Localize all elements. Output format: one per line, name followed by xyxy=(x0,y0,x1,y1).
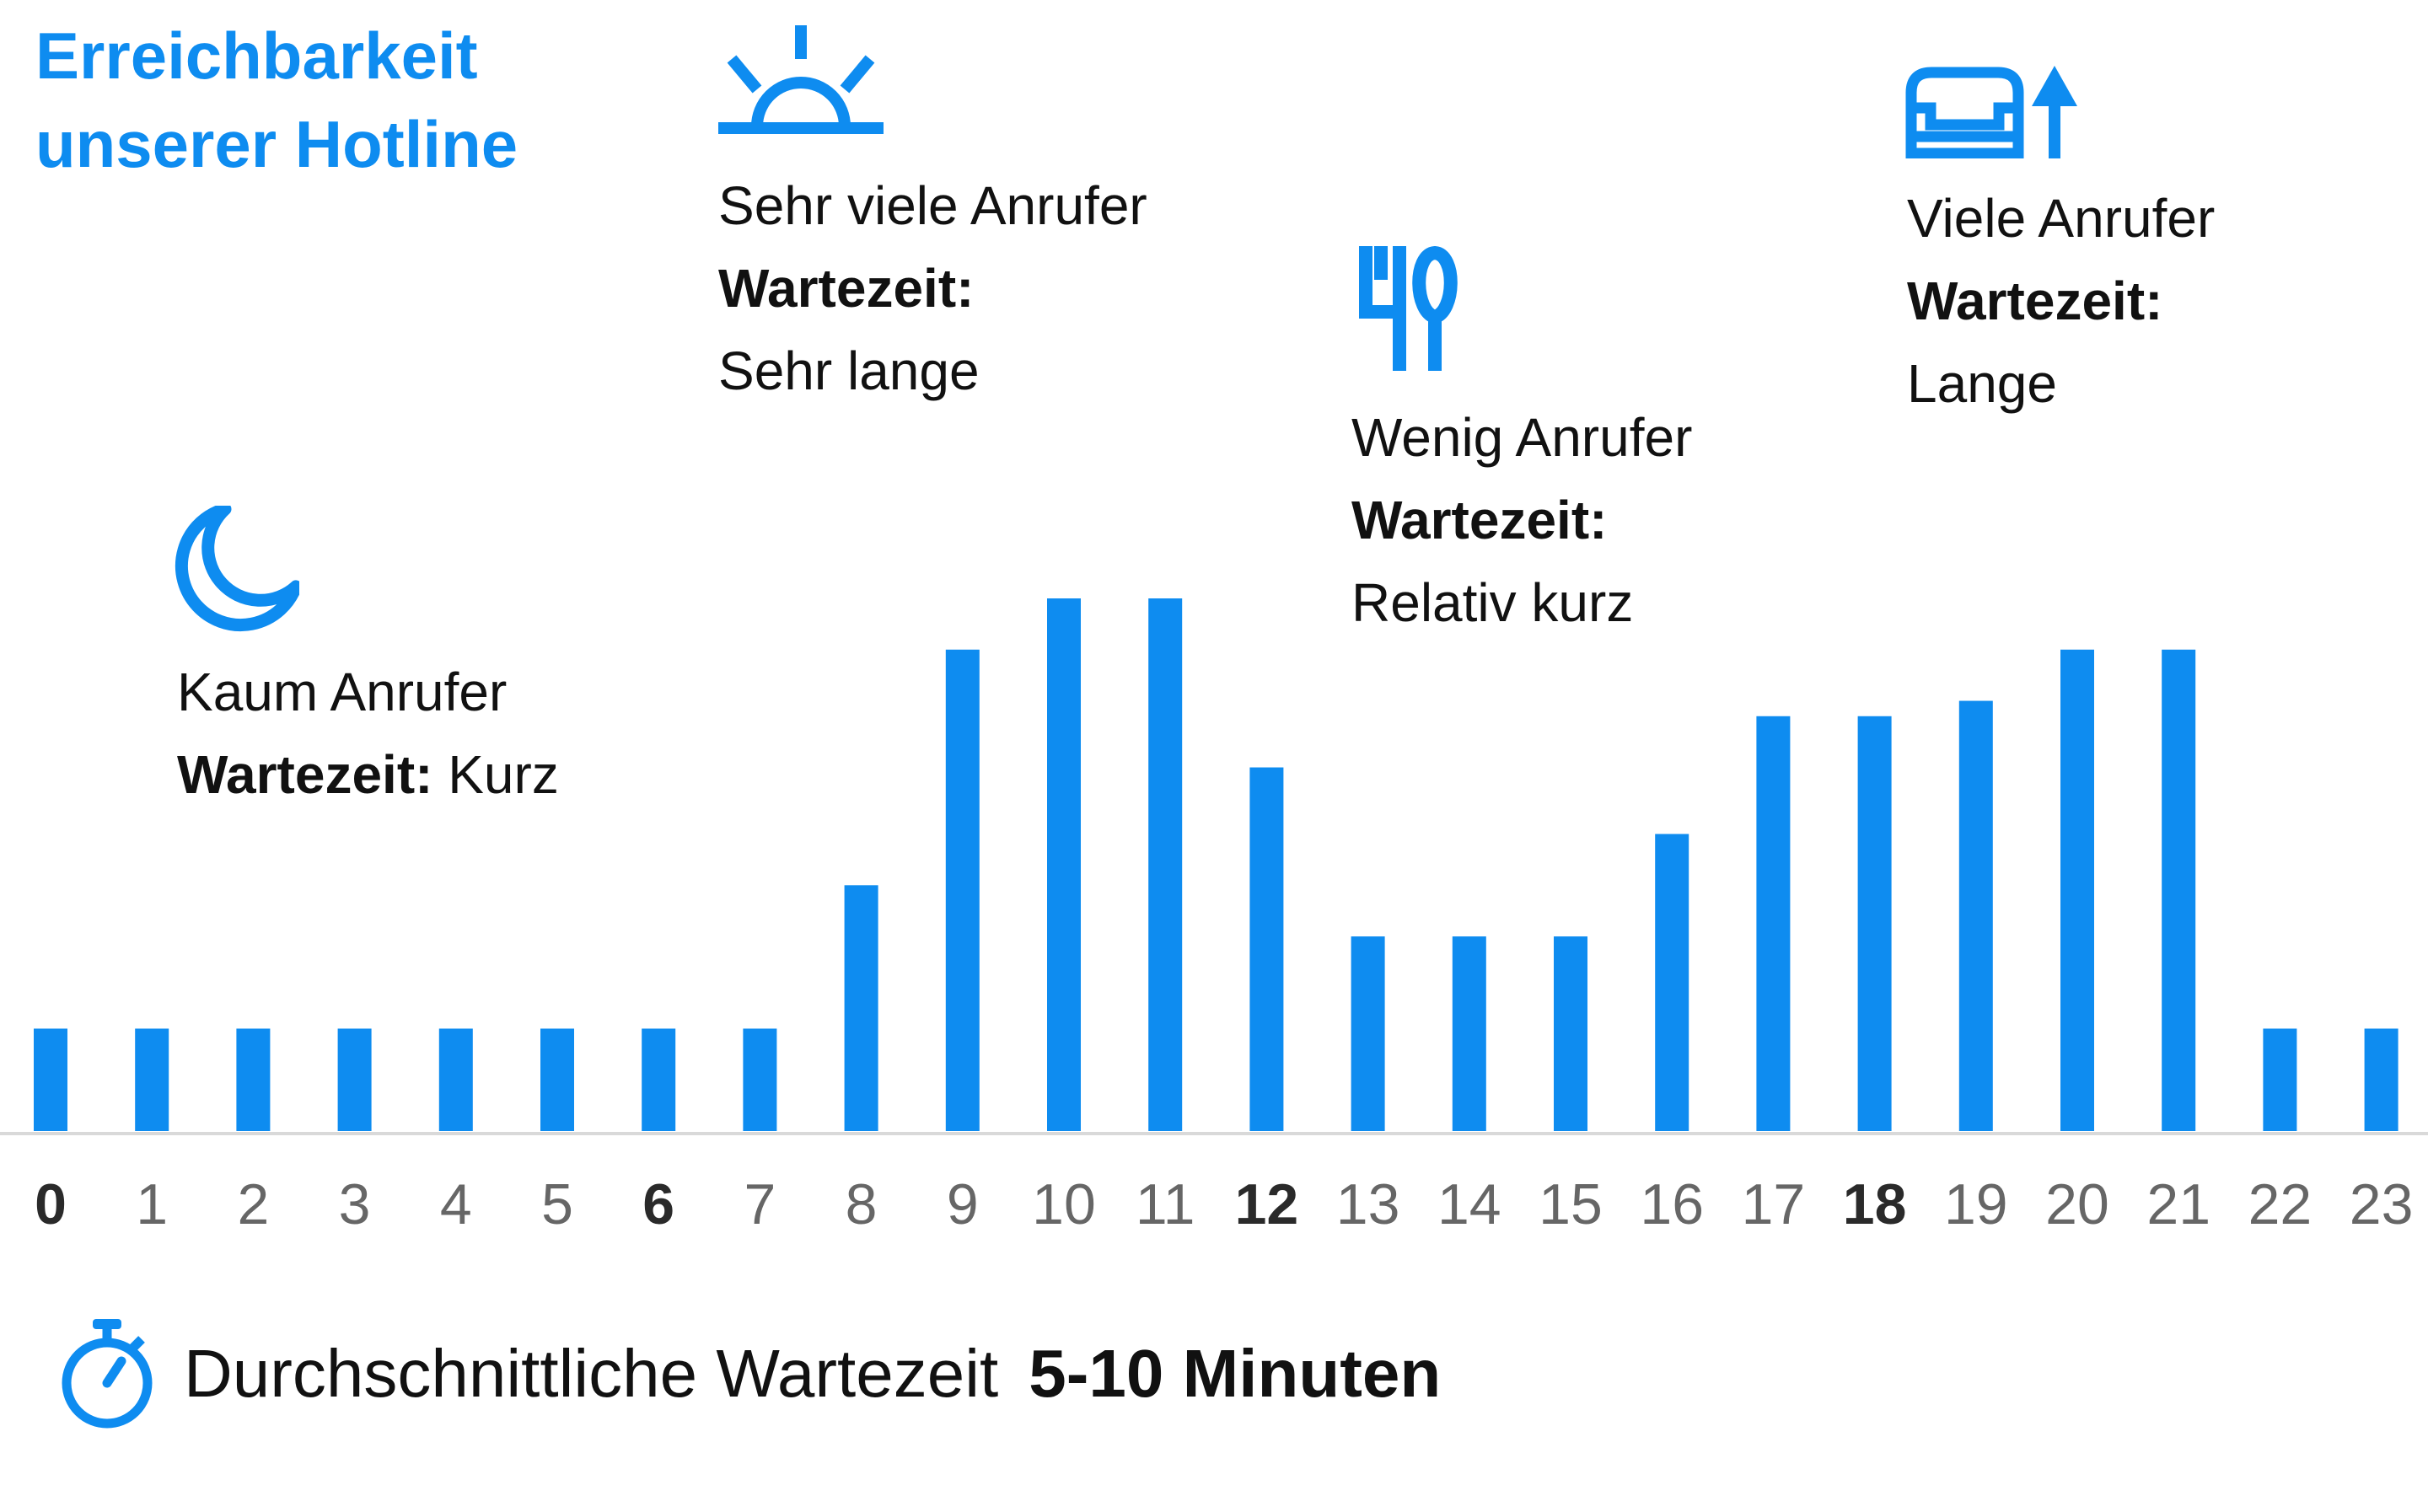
bar-hour-3 xyxy=(337,1028,372,1131)
tick-label-3: 3 xyxy=(339,1172,371,1236)
tick-label-17: 17 xyxy=(1742,1172,1806,1236)
annotation-night-label: Wartezeit: xyxy=(177,744,433,805)
tick-label-1: 1 xyxy=(136,1172,168,1236)
annotation-morning-callers: Sehr viele Anrufer xyxy=(718,175,1147,236)
bar-hour-11 xyxy=(1148,598,1183,1131)
annotation-lunch-callers: Wenig Anrufer xyxy=(1351,407,1693,468)
footer-value: 5-10 Minuten xyxy=(1029,1336,1442,1411)
tick-label-20: 20 xyxy=(2045,1172,2109,1236)
annotation-morning: Sehr viele Anrufer Wartezeit: Sehr lange xyxy=(718,164,1147,412)
tick-label-5: 5 xyxy=(541,1172,573,1236)
annotation-night: Kaum Anrufer Wartezeit: Kurz xyxy=(177,651,559,816)
tick-label-19: 19 xyxy=(1944,1172,2008,1236)
annotation-evening-value: Lange xyxy=(1907,353,2057,414)
tick-label-7: 7 xyxy=(744,1172,776,1236)
bar-hour-1 xyxy=(135,1028,169,1131)
bar-hour-19 xyxy=(1958,700,1993,1131)
tick-label-9: 9 xyxy=(947,1172,979,1236)
chart-title: Erreichbarkeit unserer Hotline xyxy=(35,12,518,189)
tick-label-6: 6 xyxy=(642,1172,674,1236)
bar-hour-10 xyxy=(1047,598,1081,1131)
bar-hour-21 xyxy=(2162,649,2196,1131)
bar-hour-16 xyxy=(1655,834,1689,1131)
bar-hour-4 xyxy=(438,1028,473,1131)
annotation-lunch-value: Relativ kurz xyxy=(1351,572,1634,633)
bar-hour-8 xyxy=(844,885,878,1131)
annotation-evening: Viele Anrufer Wartezeit: Lange xyxy=(1907,177,2215,425)
annotation-morning-value: Sehr lange xyxy=(718,340,980,401)
annotation-evening-label: Wartezeit: xyxy=(1907,271,2163,331)
tick-label-0: 0 xyxy=(35,1172,67,1236)
bar-hour-18 xyxy=(1857,716,1892,1131)
tick-label-10: 10 xyxy=(1032,1172,1096,1236)
stopwatch-icon xyxy=(62,1319,153,1429)
tick-label-23: 23 xyxy=(2350,1172,2414,1236)
tick-label-16: 16 xyxy=(1640,1172,1704,1236)
annotation-night-wait: Wartezeit: Kurz xyxy=(177,733,559,816)
tick-label-2: 2 xyxy=(237,1172,269,1236)
annotation-night-callers: Kaum Anrufer xyxy=(177,662,508,722)
annotation-evening-callers: Viele Anrufer xyxy=(1907,188,2216,249)
moon-icon xyxy=(175,506,299,631)
annotation-lunch-label: Wartezeit: xyxy=(1351,490,1608,550)
bar-hour-15 xyxy=(1554,936,1587,1131)
tick-label-15: 15 xyxy=(1539,1172,1603,1236)
tick-label-21: 21 xyxy=(2146,1172,2210,1236)
bar-hour-6 xyxy=(642,1028,676,1131)
tick-label-13: 13 xyxy=(1336,1172,1400,1236)
sunrise-icon xyxy=(718,25,884,134)
bar-hour-13 xyxy=(1351,936,1385,1131)
bar-hour-20 xyxy=(2060,649,2094,1131)
footer-text: Durchschnittliche Wartezeit xyxy=(184,1336,999,1411)
tick-label-8: 8 xyxy=(846,1172,878,1236)
bar-hour-14 xyxy=(1452,936,1486,1131)
tick-label-4: 4 xyxy=(440,1172,472,1236)
annotation-night-value: Kurz xyxy=(448,744,559,805)
bar-hour-0 xyxy=(34,1028,67,1131)
annotation-morning-label: Wartezeit: xyxy=(718,258,975,319)
bar-hour-12 xyxy=(1249,767,1284,1131)
tick-label-12: 12 xyxy=(1235,1172,1299,1236)
bar-hour-2 xyxy=(236,1028,271,1131)
annotation-lunch: Wenig Anrufer Wartezeit: Relativ kurz xyxy=(1351,396,1692,644)
bar-hour-9 xyxy=(945,649,980,1131)
cutlery-icon xyxy=(1359,246,1458,371)
sofa-lamp-icon xyxy=(1905,66,2077,158)
bar-hour-22 xyxy=(2263,1028,2297,1131)
footer-average-wait: Durchschnittliche Wartezeit 5-10 Minuten xyxy=(61,1315,1441,1433)
bar-hour-17 xyxy=(1756,716,1791,1131)
tick-label-18: 18 xyxy=(1843,1172,1907,1236)
tick-label-22: 22 xyxy=(2248,1172,2313,1236)
tick-label-14: 14 xyxy=(1437,1172,1501,1236)
title-line-2: unserer Hotline xyxy=(35,107,518,181)
tick-label-11: 11 xyxy=(1136,1172,1195,1236)
bar-hour-7 xyxy=(743,1028,777,1131)
bar-hour-23 xyxy=(2364,1028,2398,1131)
title-line-1: Erreichbarkeit xyxy=(35,19,478,93)
bar-hour-5 xyxy=(540,1028,574,1131)
